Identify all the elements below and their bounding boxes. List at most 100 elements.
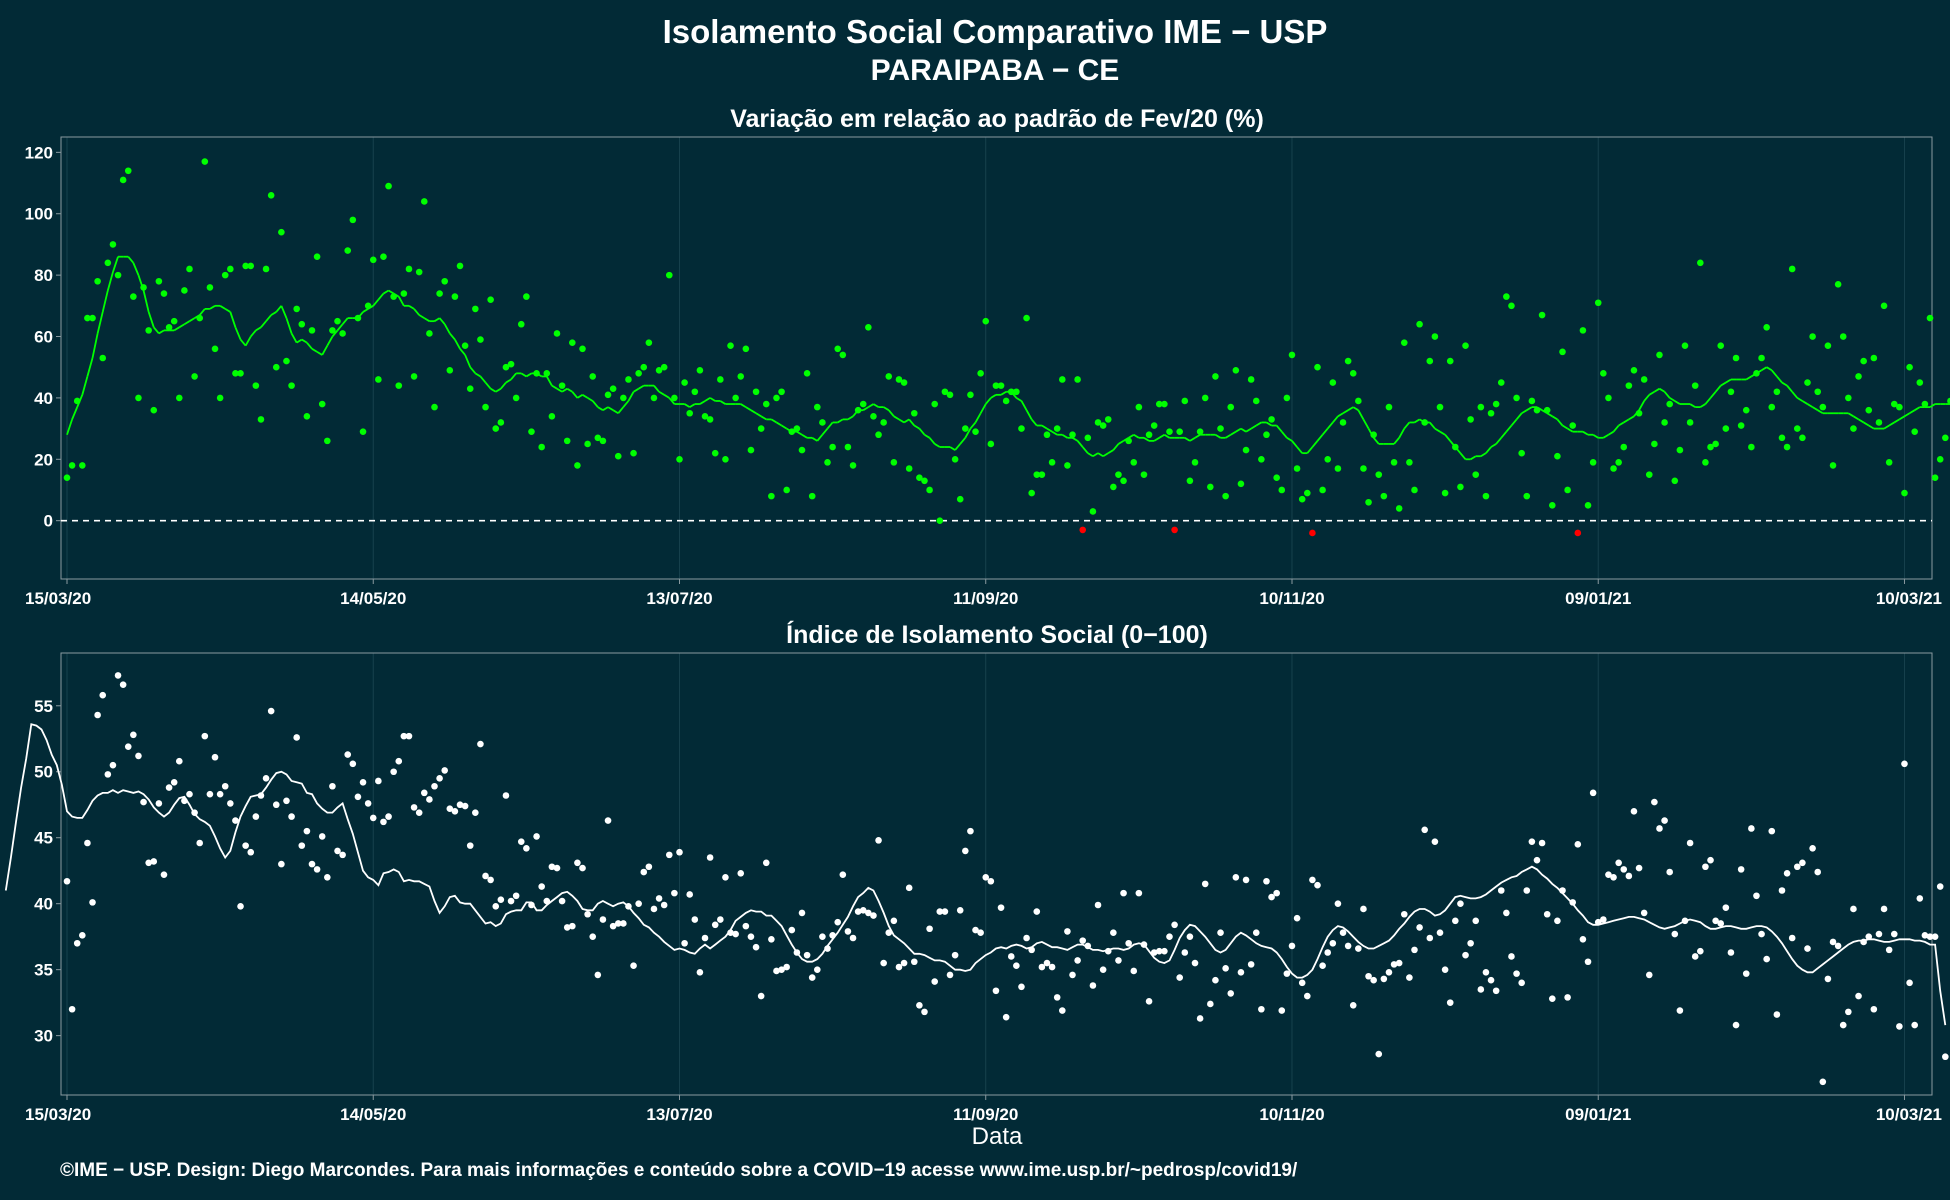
data-point <box>298 842 306 849</box>
moving-average-segment <box>296 338 303 344</box>
moving-average-segment <box>816 434 824 442</box>
data-point <box>1589 789 1597 797</box>
data-point <box>859 906 867 914</box>
moving-average-segment <box>1041 424 1048 430</box>
data-point <box>1569 899 1577 906</box>
data-point <box>1064 928 1071 935</box>
data-point <box>1569 422 1577 429</box>
data-point <box>1268 416 1275 423</box>
moving-average-segment <box>1776 375 1783 384</box>
data-point <box>1742 406 1750 414</box>
data-point <box>1855 373 1862 380</box>
data-point <box>711 449 719 457</box>
moving-average-segment <box>1714 385 1722 393</box>
data-point <box>1896 403 1903 411</box>
data-point <box>824 459 831 466</box>
data-point <box>1600 370 1607 377</box>
data-point <box>1115 471 1122 478</box>
data-point <box>752 943 760 951</box>
data-point <box>135 394 142 402</box>
moving-average-segment <box>1072 437 1079 442</box>
data-point <box>1125 437 1132 445</box>
data-point <box>1839 1021 1847 1029</box>
moving-average-segment <box>1403 421 1411 430</box>
moving-average-segment <box>1852 415 1860 421</box>
data-point <box>1263 431 1270 439</box>
moving-average-segment <box>219 305 226 310</box>
moving-average-segment <box>1643 394 1650 402</box>
moving-average-segment <box>1000 390 1007 396</box>
y-tick-label: 120 <box>25 143 53 162</box>
data-point <box>808 492 816 500</box>
data-point <box>737 870 745 877</box>
data-point <box>1931 933 1939 940</box>
data-point <box>553 864 561 872</box>
data-point <box>1013 962 1020 969</box>
data-point <box>1809 333 1816 340</box>
moving-average-segment <box>1704 397 1712 405</box>
data-point <box>165 784 173 791</box>
data-point <box>1283 394 1291 402</box>
data-point <box>655 366 663 374</box>
moving-average-segment <box>178 323 185 329</box>
moving-average-segment <box>1230 430 1237 436</box>
data-point <box>1640 909 1648 917</box>
data-point <box>99 354 107 362</box>
data-point <box>477 336 484 343</box>
data-point <box>865 909 872 917</box>
data-point <box>1263 877 1270 885</box>
data-point <box>1237 480 1245 488</box>
moving-average-segment <box>388 289 395 295</box>
data-point <box>1161 400 1168 408</box>
data-point <box>839 351 847 359</box>
data-point <box>997 382 1005 389</box>
data-point <box>1467 416 1474 423</box>
data-point <box>1171 921 1178 929</box>
data-point <box>1492 987 1500 995</box>
data-point <box>941 388 949 396</box>
moving-average-segment <box>199 308 206 316</box>
data-point <box>936 908 944 915</box>
data-point <box>788 428 796 435</box>
data-point <box>308 327 316 334</box>
moving-average-segment <box>270 311 277 316</box>
data-point <box>63 877 71 885</box>
data-point <box>1768 827 1776 835</box>
data-point <box>288 382 295 389</box>
data-point <box>1732 354 1740 362</box>
data-point <box>1166 428 1173 435</box>
moving-average-segment <box>158 329 165 335</box>
moving-average-segment <box>1847 412 1854 418</box>
data-point <box>548 863 556 871</box>
data-point <box>354 793 362 801</box>
moving-average-segment <box>1128 433 1135 439</box>
moving-average-segment <box>638 384 645 390</box>
data-point <box>757 425 765 432</box>
data-point <box>354 314 362 322</box>
data-point <box>130 731 137 739</box>
data-point <box>1120 477 1127 485</box>
data-point <box>890 917 898 925</box>
data-point <box>803 370 811 377</box>
moving-average-segment <box>81 376 89 396</box>
moving-average-segment <box>1521 409 1528 415</box>
moving-average-segment <box>770 418 777 424</box>
moving-average-segment <box>1791 391 1798 399</box>
data-point <box>1084 942 1092 950</box>
data-point <box>982 873 990 881</box>
data-point <box>1845 394 1852 402</box>
moving-average-segment <box>244 336 252 347</box>
data-point <box>676 455 683 463</box>
footer-credit: ©IME − USP. Design: Diego Marcondes. Par… <box>60 1160 1298 1181</box>
data-point <box>1059 376 1066 383</box>
moving-average-segment <box>1725 378 1732 384</box>
moving-average-segment <box>1669 397 1676 402</box>
data-point <box>400 290 408 297</box>
data-point <box>1395 959 1403 967</box>
moving-average-segment <box>474 372 481 378</box>
data-point <box>1446 999 1454 1006</box>
moving-average-segment <box>1362 418 1370 430</box>
data-point <box>558 382 566 389</box>
data-point <box>594 971 602 979</box>
data-point <box>558 897 566 905</box>
